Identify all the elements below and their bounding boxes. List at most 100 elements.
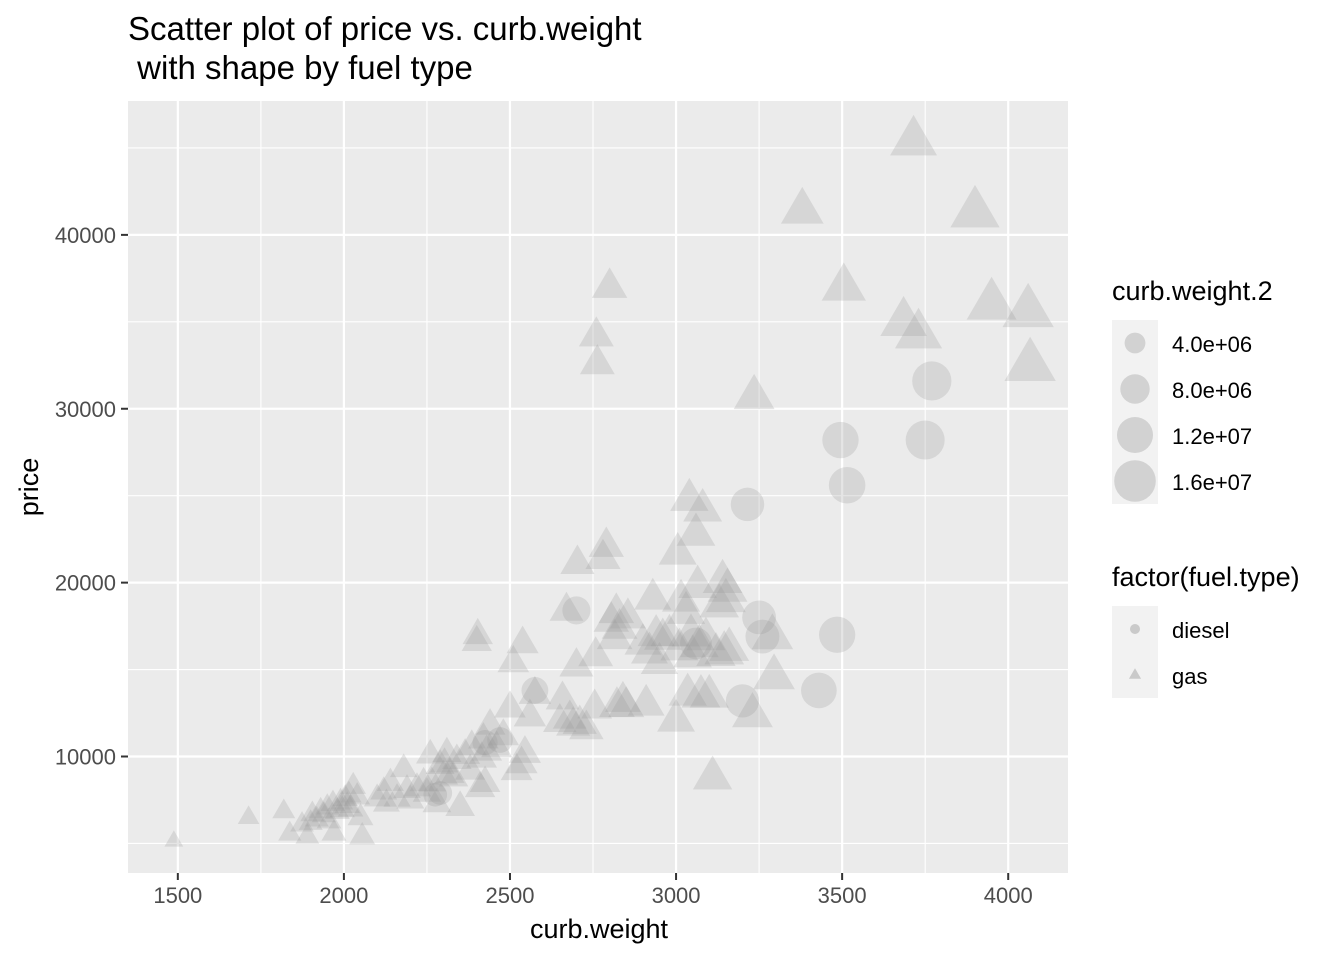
gas-point	[702, 558, 743, 594]
gas-point	[497, 644, 530, 673]
gas-point	[686, 616, 726, 651]
gas-point	[425, 749, 455, 775]
gas-point	[321, 819, 347, 841]
y-tick-label: 20000	[55, 571, 116, 596]
diesel-point	[819, 616, 856, 653]
gas-point	[500, 752, 533, 781]
gas-point	[471, 734, 503, 761]
diesel-point	[905, 420, 945, 460]
gas-point	[732, 692, 773, 728]
gas-point	[438, 761, 469, 787]
size-legend-key	[1116, 416, 1154, 454]
plot-panel	[128, 101, 1068, 873]
gas-point	[468, 722, 499, 749]
x-tick-label: 2000	[319, 883, 368, 908]
gas-point	[678, 564, 718, 598]
gas-point	[320, 789, 346, 812]
major-gridlines	[128, 101, 1068, 873]
gas-point	[679, 623, 719, 658]
gas-point	[821, 262, 866, 301]
size-legend-key	[1120, 374, 1150, 404]
gas-point	[658, 531, 697, 565]
size-legend-label: 1.6e+07	[1172, 470, 1253, 495]
gas-point	[469, 765, 501, 792]
x-axis-label: curb.weight	[530, 914, 669, 944]
shape-legend-title: factor(fuel.type)	[1112, 562, 1300, 592]
gas-point	[311, 801, 337, 823]
diesel-point	[562, 596, 591, 625]
minor-gridlines	[128, 101, 1068, 873]
gas-point	[347, 802, 374, 826]
gas-point	[624, 623, 662, 655]
gas-point	[578, 636, 614, 667]
size-legend-key	[1114, 460, 1156, 502]
diesel-point	[472, 729, 498, 756]
gas-point	[689, 673, 729, 708]
diesel-point	[680, 627, 712, 660]
diesel-point	[745, 619, 780, 654]
gas-point	[588, 526, 624, 557]
size-legend-key-bg	[1112, 320, 1158, 366]
gas-point	[445, 790, 476, 817]
gas-point	[650, 613, 689, 647]
y-axis-label: price	[14, 458, 44, 517]
gas-point	[634, 577, 672, 610]
size-legend-label: 8.0e+06	[1172, 378, 1253, 403]
gas-point	[487, 718, 520, 746]
gas-point	[363, 783, 391, 807]
size-legend-title: curb.weight.2	[1112, 276, 1273, 306]
size-legend-key	[1124, 332, 1146, 354]
y-tick-label: 40000	[55, 223, 116, 248]
gas-point	[461, 624, 492, 652]
gas-point	[432, 736, 462, 762]
diesel-point	[428, 781, 453, 805]
gas-point	[601, 607, 638, 639]
gas-point	[780, 186, 824, 224]
gas-point	[673, 634, 712, 668]
gas-point	[508, 735, 542, 763]
gas-point	[552, 699, 587, 729]
size-legend-key-bg	[1112, 366, 1158, 412]
gas-point	[604, 680, 641, 712]
gas-point	[506, 625, 539, 654]
gas-point	[599, 686, 635, 717]
gas-point	[579, 344, 615, 375]
gas-point	[417, 766, 447, 792]
x-tick-label: 3000	[652, 883, 701, 908]
gas-point	[429, 747, 460, 773]
gas-point	[657, 698, 696, 732]
gas-point	[513, 698, 547, 727]
gas-point	[751, 613, 794, 650]
diesel-point	[801, 672, 837, 709]
gas-point	[644, 617, 682, 650]
gas-point	[376, 767, 404, 791]
size-legend-label: 4.0e+06	[1172, 332, 1253, 357]
gas-point	[324, 797, 350, 819]
gas-point	[383, 783, 411, 807]
diesel-point	[521, 677, 549, 704]
gas-point	[474, 708, 506, 735]
diesel-point	[730, 487, 765, 522]
gas-point	[637, 614, 675, 647]
chart-title: Scatter plot of price vs. curb.weight	[128, 10, 642, 47]
x-tick-label: 2500	[486, 883, 535, 908]
gas-point	[370, 776, 398, 800]
gas-point	[393, 774, 421, 798]
gas-point	[334, 791, 360, 813]
gas-point	[372, 788, 400, 812]
gas-point	[593, 601, 630, 632]
gas-point	[699, 583, 740, 618]
size-legend-key-bg	[1112, 458, 1158, 504]
gas-point	[591, 267, 628, 298]
gas-point	[332, 784, 358, 806]
y-tick-label: 30000	[55, 397, 116, 422]
gas-point	[518, 675, 552, 704]
gas-point	[462, 617, 493, 645]
gas-point	[290, 811, 314, 832]
gas-point	[640, 641, 679, 675]
gas-point	[666, 590, 706, 624]
gas-point	[733, 373, 775, 410]
gas-point	[308, 796, 333, 818]
gas-point	[569, 709, 604, 740]
gas-point	[295, 823, 320, 844]
